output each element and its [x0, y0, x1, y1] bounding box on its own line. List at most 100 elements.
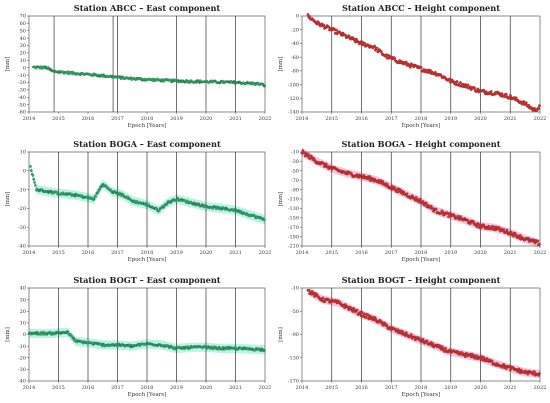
y-tick-label: -40: [18, 95, 26, 101]
data-point: [66, 330, 70, 334]
y-tick-label: 20: [20, 309, 26, 315]
data-point: [428, 68, 432, 72]
data-point: [405, 192, 409, 196]
x-tick-label: 2018: [141, 385, 154, 391]
y-tick-label: 10: [20, 321, 26, 327]
x-tick-label: 2019: [444, 385, 457, 391]
data-point: [455, 80, 459, 83]
data-point: [527, 103, 531, 107]
x-tick-label: 2022: [534, 250, 547, 256]
data-point: [490, 359, 494, 363]
x-tick-label: 2021: [504, 116, 517, 122]
x-axis-label: Epoch [Years]: [128, 123, 167, 129]
data-point: [537, 107, 541, 111]
x-tick-label: 2022: [259, 385, 272, 391]
x-tick-label: 2015: [52, 250, 65, 256]
data-point: [463, 355, 467, 359]
x-tick-label: 2019: [170, 116, 183, 122]
data-point: [363, 41, 367, 45]
y-tick-label: -80: [291, 69, 299, 75]
x-tick-label: 2015: [52, 116, 65, 122]
x-tick-label: 2018: [415, 116, 428, 122]
x-tick-label: 2014: [296, 250, 309, 256]
y-axis-label: [mm]: [278, 192, 284, 207]
y-tick-label: -10: [18, 187, 26, 193]
x-tick-label: 2015: [52, 385, 65, 391]
data-point: [502, 228, 506, 231]
x-tick-label: 2021: [229, 385, 242, 391]
y-tick-label: -210: [288, 244, 299, 250]
y-tick-label: 70: [20, 14, 26, 20]
data-point: [448, 77, 452, 81]
y-tick-label: -90: [291, 187, 299, 193]
data-point: [363, 312, 367, 316]
chart-title: Station BOGT – Height component: [342, 275, 501, 285]
y-tick-label: -20: [18, 206, 26, 212]
data-point: [500, 92, 504, 96]
data-point: [504, 92, 508, 96]
y-tick-label: 30: [20, 297, 26, 303]
y-tick-label: -170: [288, 225, 299, 231]
data-point: [94, 195, 98, 198]
data-point: [526, 372, 530, 376]
uncertainty-band: [309, 287, 540, 379]
y-tick-label: -90: [291, 332, 299, 338]
data-point: [489, 90, 493, 93]
y-tick-label: -120: [288, 96, 299, 102]
y-axis-label: [mm]: [5, 57, 11, 72]
x-tick-label: 2019: [170, 250, 183, 256]
data-point: [334, 28, 338, 32]
chart-panel-2: Station ABCC – Height component 2014 2015 2…: [278, 3, 546, 129]
chart-title: Station BOGT – East component: [73, 275, 220, 285]
data-point: [425, 339, 429, 343]
data-point: [324, 162, 328, 166]
data-point: [418, 198, 422, 202]
data-point: [355, 308, 359, 312]
uncertainty-band: [30, 162, 265, 225]
x-tick-label: 2014: [23, 250, 36, 256]
x-tick-label: 2017: [111, 250, 124, 256]
data-point: [373, 44, 377, 48]
data-point: [33, 181, 36, 184]
data-point: [482, 356, 486, 359]
x-tick-label: 2022: [259, 250, 272, 256]
x-tick-label: 2014: [296, 116, 309, 122]
y-tick-label: 10: [20, 150, 26, 156]
data-point: [533, 370, 536, 374]
x-tick-label: 2016: [82, 116, 95, 122]
data-point: [538, 372, 541, 375]
x-tick-label: 2021: [229, 250, 242, 256]
x-tick-label: 2016: [355, 116, 368, 122]
y-tick-label: -70: [291, 178, 299, 184]
y-tick-label: 10: [20, 58, 26, 64]
data-point: [379, 50, 383, 54]
data-point: [157, 209, 161, 213]
chart-panel-3: Station BOGA – East component 2014 2015 201…: [5, 139, 271, 263]
data-point: [466, 83, 470, 87]
data-point: [72, 336, 75, 340]
x-axis-label: Epoch [Years]: [128, 392, 167, 398]
y-tick-label: 40: [20, 36, 26, 42]
y-tick-label: 0: [23, 169, 26, 175]
data-point: [475, 354, 479, 358]
x-tick-label: 2020: [474, 385, 487, 391]
x-tick-label: 2015: [325, 385, 338, 391]
data-point: [263, 349, 266, 352]
data-point: [434, 207, 438, 211]
data-point: [536, 239, 540, 243]
x-tick-label: 2016: [82, 385, 95, 391]
data-point: [503, 95, 506, 99]
data-point: [390, 184, 394, 188]
data-point: [524, 101, 528, 105]
chart-title: Station ABCC – East component: [74, 3, 221, 13]
plot-frame: [28, 15, 266, 113]
chart-title: Station ABCC – Height component: [342, 3, 500, 13]
y-tick-label: -130: [288, 355, 299, 361]
y-tick-label: -40: [18, 379, 26, 385]
data-point: [512, 234, 516, 238]
data-point: [29, 165, 32, 168]
data-point: [433, 70, 437, 74]
y-tick-label: -30: [18, 225, 26, 231]
x-tick-label: 2020: [474, 116, 487, 122]
